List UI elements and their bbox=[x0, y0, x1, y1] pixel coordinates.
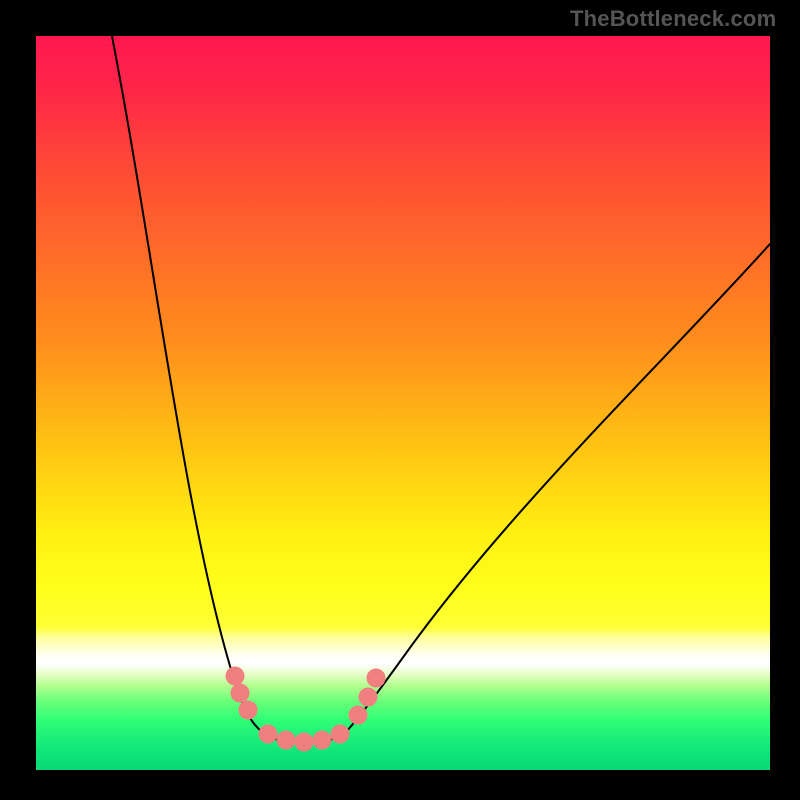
plot-area bbox=[36, 36, 770, 770]
bead-marker bbox=[349, 706, 367, 724]
bead-marker bbox=[277, 731, 295, 749]
bead-marker bbox=[367, 669, 385, 687]
plot-gradient-background bbox=[36, 36, 770, 770]
watermark-label: TheBottleneck.com bbox=[570, 6, 776, 32]
bead-marker bbox=[359, 688, 377, 706]
bead-marker bbox=[259, 725, 277, 743]
bottleneck-chart bbox=[0, 0, 800, 800]
bead-marker bbox=[295, 733, 313, 751]
bead-marker bbox=[239, 701, 257, 719]
bead-marker bbox=[231, 684, 249, 702]
bead-marker bbox=[331, 725, 349, 743]
bead-marker bbox=[313, 731, 331, 749]
bead-marker bbox=[226, 667, 244, 685]
